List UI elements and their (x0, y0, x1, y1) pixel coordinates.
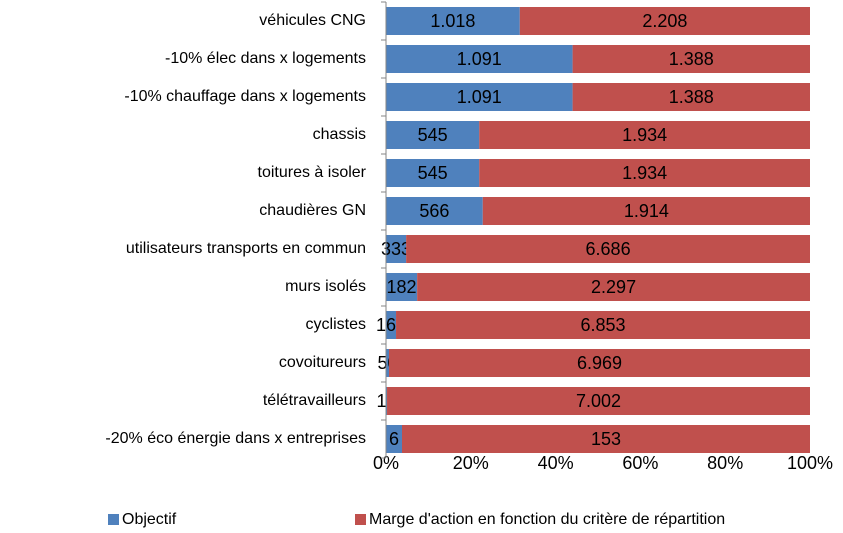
bar-segment (396, 311, 810, 339)
bar-segment (479, 159, 810, 187)
bar-segment (386, 425, 402, 453)
y-tick-label: murs isolés (285, 278, 366, 295)
bar-segment (386, 7, 520, 35)
data-label: 2.208 (642, 11, 687, 31)
data-label: 1.018 (430, 11, 475, 31)
data-label: 6.969 (577, 353, 622, 373)
bar-segment (482, 197, 810, 225)
data-label: 545 (418, 125, 448, 145)
y-tick-label: covoitureurs (279, 354, 366, 371)
x-tick-label: 100% (787, 453, 833, 473)
bar-segment (387, 387, 810, 415)
legend-swatch (355, 514, 366, 525)
y-tick-label: télétravailleurs (263, 392, 366, 409)
bar-segment (386, 83, 573, 111)
y-tick-label: chassis (313, 126, 366, 143)
y-tick-label: -10% chauffage dans x logements (124, 88, 366, 105)
y-tick-label: utilisateurs transports en commun (126, 240, 366, 257)
bar-segment (386, 273, 418, 301)
bar-segment (386, 121, 480, 149)
y-tick-label: véhicules CNG (259, 12, 366, 29)
data-label: 7.002 (576, 391, 621, 411)
y-tick-label: toitures à isoler (258, 164, 367, 181)
bar-segment (402, 425, 810, 453)
bar-segment (406, 235, 810, 263)
x-tick-label: 40% (538, 453, 574, 473)
data-label: 182 (387, 277, 417, 297)
data-label: 1.091 (457, 87, 502, 107)
legend-label: Objectif (122, 511, 177, 528)
legend-swatch (108, 514, 119, 525)
x-tick-label: 60% (622, 453, 658, 473)
bar-segment (479, 121, 810, 149)
data-label: 6 (389, 429, 399, 449)
x-tick-label: 80% (707, 453, 743, 473)
x-tick-label: 20% (453, 453, 489, 473)
bar-segment (386, 311, 397, 339)
data-label: 1.388 (669, 87, 714, 107)
data-label: 1.388 (669, 49, 714, 69)
y-tick-label: chaudières GN (259, 202, 366, 219)
data-label: 1.914 (624, 201, 669, 221)
bar-segment (386, 45, 573, 73)
y-tick-label: cyclistes (306, 316, 366, 333)
data-label: 545 (418, 163, 448, 183)
legend-label: Marge d'action en fonction du critère de… (369, 511, 725, 528)
y-tick-label: -20% éco énergie dans x entreprises (105, 430, 366, 447)
y-tick-label: -10% élec dans x logements (165, 50, 366, 67)
bar-segment (389, 349, 810, 377)
data-label: 333 (381, 239, 411, 259)
data-label: 6.686 (586, 239, 631, 259)
x-tick-label: 0% (373, 453, 399, 473)
bar-segment (386, 235, 407, 263)
bar-segment (386, 159, 480, 187)
data-label: 1.091 (457, 49, 502, 69)
bar-segment (519, 7, 810, 35)
data-label: 153 (591, 429, 621, 449)
bar-segment (572, 45, 810, 73)
bar-segment (572, 83, 810, 111)
bar-segment (386, 349, 390, 377)
bar-segment (417, 273, 810, 301)
data-label: 1.934 (622, 125, 667, 145)
data-label: 566 (419, 201, 449, 221)
bar-segment (386, 197, 483, 225)
data-label: 2.297 (591, 277, 636, 297)
data-label: 6.853 (580, 315, 625, 335)
data-label: 1.934 (622, 163, 667, 183)
bar-segment (386, 387, 388, 415)
